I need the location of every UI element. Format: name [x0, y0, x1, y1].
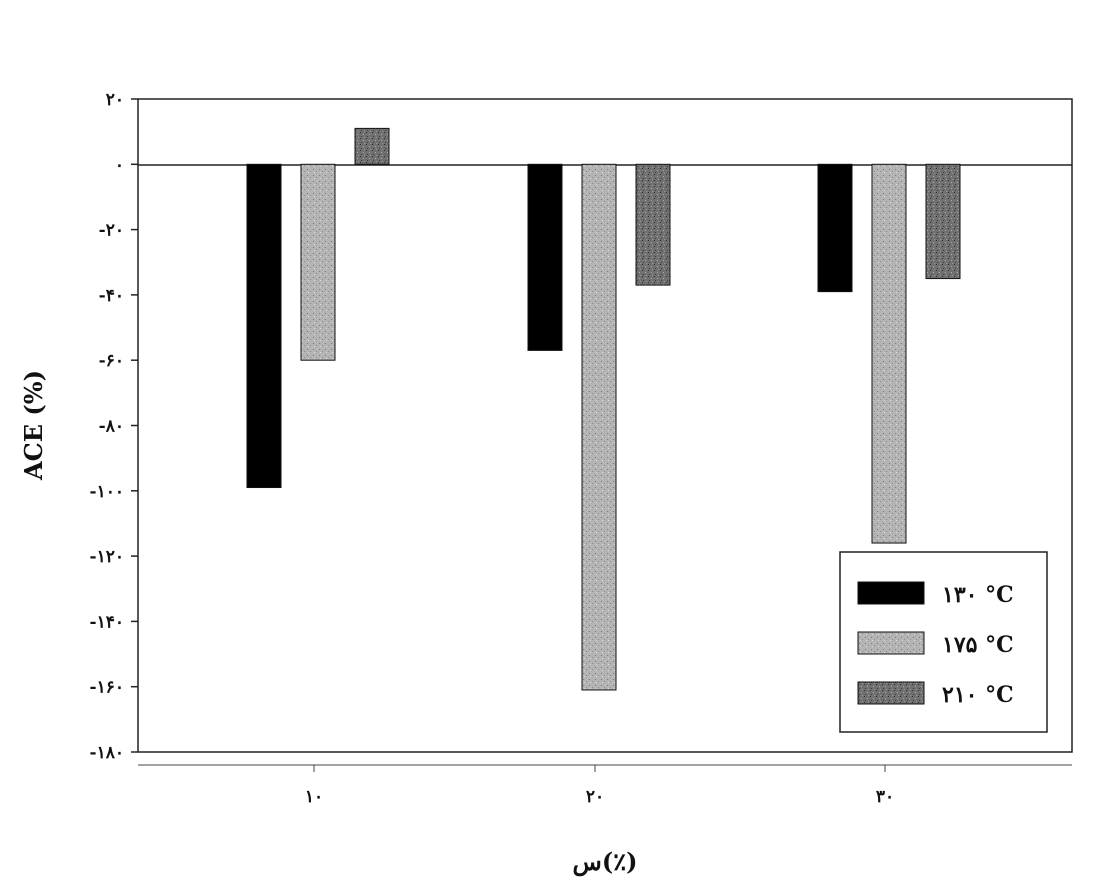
x-axis-title: س(٪) — [573, 847, 638, 877]
bars — [246, 127, 961, 691]
y-axis-title: ACE (%) — [19, 370, 48, 481]
y-tick-label: -۸۰ — [99, 417, 124, 437]
x-tick-label: ۳۰ — [876, 787, 894, 807]
bar-series3-3 — [925, 163, 961, 280]
y-tick-label: -۶۰ — [99, 351, 124, 371]
legend-swatch — [857, 581, 925, 605]
y-tick-label: -۱۶۰ — [90, 678, 124, 698]
y-axis-ticks: ۲۰ ۰ -۲۰ -۴۰ -۶۰ -۸۰ -۱۰۰ -۱۲۰ -۱۴۰ -۱۶۰ -۱۸۰ — [90, 90, 138, 763]
bar-series2-3 — [871, 163, 907, 544]
bar-series2-2 — [581, 163, 617, 691]
y-tick-label: ۰ — [115, 155, 124, 175]
bar-series1-2 — [527, 163, 563, 351]
bar-series3-2 — [635, 163, 671, 286]
x-tick-label: ۲۰ — [586, 787, 604, 807]
legend-swatch — [857, 631, 925, 655]
y-tick-label: -۴۰ — [99, 286, 124, 306]
legend: ۱۳۰ °C ۱۷۵ °C ۲۱۰ °C — [839, 551, 1048, 733]
y-tick-label: -۱۴۰ — [90, 612, 124, 632]
x-tick-label: ۱۰ — [305, 787, 323, 807]
legend-swatch — [857, 681, 925, 705]
bar-series2-1 — [300, 163, 336, 361]
legend-label: ۱۷۵ °C — [942, 632, 1014, 658]
y-tick-label: ۲۰ — [106, 90, 124, 110]
bar-series1-1 — [246, 163, 282, 489]
y-tick-label: -۱۸۰ — [90, 743, 124, 763]
y-tick-label: -۱۲۰ — [90, 547, 124, 567]
y-tick-label: -۱۰۰ — [90, 482, 124, 502]
y-tick-label: -۲۰ — [99, 221, 124, 241]
bar-series3-1 — [354, 127, 390, 165]
x-axis-ticks: ۱۰ ۲۰ ۳۰ — [305, 765, 894, 807]
legend-label: ۱۳۰ °C — [942, 582, 1014, 608]
bar-series1-3 — [817, 163, 853, 293]
legend-label: ۲۱۰ °C — [942, 682, 1014, 708]
